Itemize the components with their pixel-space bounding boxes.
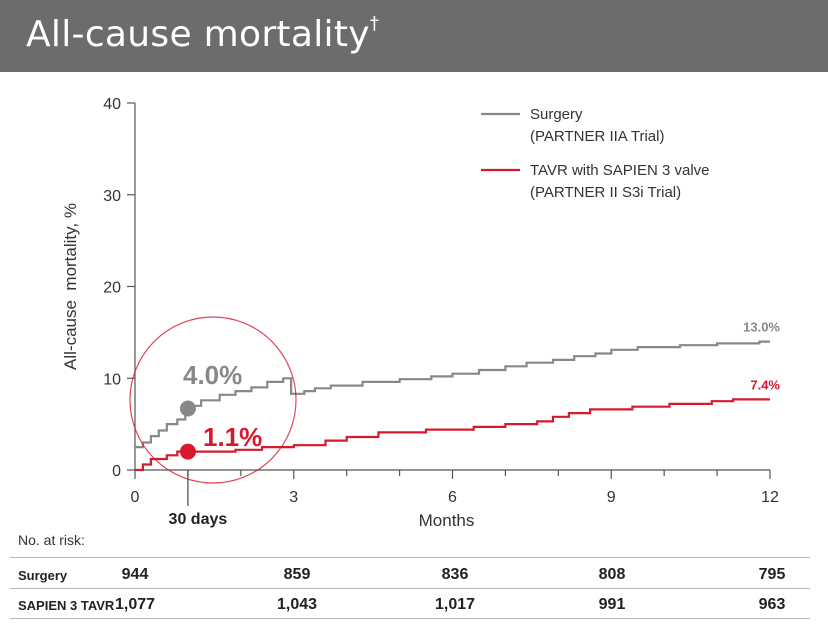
x-tick-label: 6 — [448, 489, 457, 506]
risk-table-divider — [10, 618, 810, 619]
tavr-30day-label: 1.1% — [203, 422, 262, 452]
x-tick-label: 9 — [607, 489, 616, 506]
risk-table-divider — [10, 557, 810, 558]
risk-row-tavr: SAPIEN 3 TAVR 1,077 1,043 1,017 991 963 — [0, 590, 810, 620]
risk-value: 944 — [121, 566, 149, 583]
thirty-day-label: 30 days — [169, 511, 228, 528]
y-axis-title: All-cause mortality, % — [61, 203, 80, 370]
page-title: All-cause mortality† — [26, 13, 380, 55]
legend-sublabel: (PARTNER IIA Trial) — [530, 128, 664, 145]
tavr-30day-point — [179, 443, 196, 460]
risk-value: 1,043 — [276, 596, 318, 613]
tavr-line — [135, 398, 770, 472]
risk-row-surgery: Surgery 944 859 836 808 795 — [0, 560, 810, 590]
y-tick-label: 0 — [112, 463, 121, 480]
risk-value: 808 — [598, 566, 626, 583]
y-tick-label: 30 — [103, 188, 121, 205]
zoom-circle — [129, 316, 297, 484]
risk-value: 963 — [758, 596, 786, 613]
risk-table-title: No. at risk: — [18, 532, 85, 548]
risk-value: 1,077 — [114, 596, 156, 613]
legend-sublabel: (PARTNER II S3i Trial) — [530, 184, 681, 201]
x-tick-label: 12 — [761, 489, 779, 506]
risk-row-label: Surgery — [18, 568, 68, 583]
legend-label: Surgery — [530, 106, 583, 123]
risk-value: 1,017 — [434, 596, 476, 613]
risk-value: 795 — [758, 566, 786, 583]
x-axis-title: Months — [419, 511, 475, 530]
surgery-end-label: 13.0% — [743, 320, 780, 335]
tavr-end-label: 7.4% — [750, 377, 780, 392]
risk-row-label: SAPIEN 3 TAVR — [18, 598, 115, 613]
y-tick-label: 40 — [103, 96, 121, 113]
title-bar: All-cause mortality† — [0, 0, 828, 72]
risk-table-divider — [10, 588, 810, 589]
surgery-30day-label: 4.0% — [183, 360, 242, 390]
risk-value: 859 — [283, 566, 311, 583]
surgery-30day-point — [179, 400, 196, 417]
dagger-mark: † — [369, 13, 380, 34]
x-tick-label: 0 — [131, 489, 140, 506]
y-tick-label: 10 — [103, 371, 121, 388]
y-tick-label: 20 — [103, 280, 121, 297]
risk-value: 991 — [598, 596, 626, 613]
mortality-chart: 0 10 20 30 40 0 3 6 9 12 30 days Months All-cause mo… — [61, 96, 780, 530]
x-tick-label: 3 — [289, 489, 298, 506]
surgery-line — [135, 340, 770, 449]
legend-label: TAVR with SAPIEN 3 valve — [530, 162, 710, 179]
risk-value: 836 — [441, 566, 469, 583]
